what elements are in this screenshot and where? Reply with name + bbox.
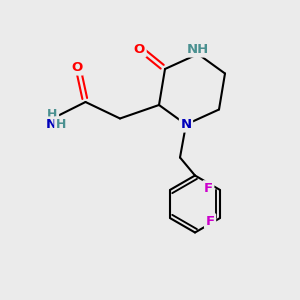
Text: N: N	[180, 118, 192, 131]
Text: N: N	[45, 118, 57, 131]
Text: H: H	[56, 118, 66, 131]
Text: O: O	[71, 61, 82, 74]
Text: H: H	[47, 108, 58, 122]
Text: O: O	[134, 43, 145, 56]
Text: NH: NH	[187, 43, 209, 56]
Text: F: F	[204, 182, 213, 195]
Text: F: F	[206, 215, 214, 228]
